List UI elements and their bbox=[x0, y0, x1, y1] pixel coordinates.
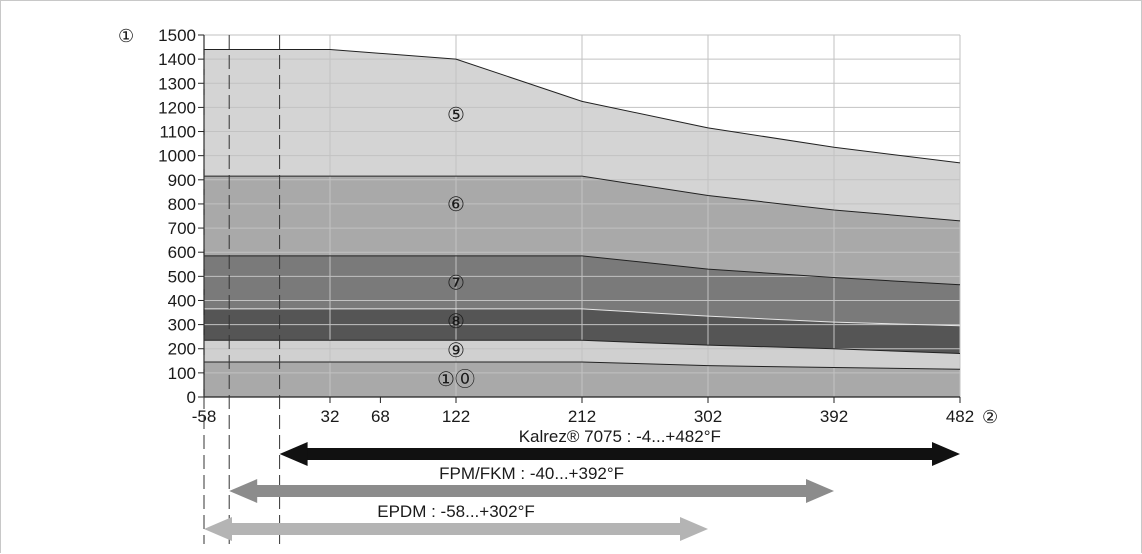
boundary-line-6 bbox=[204, 361, 961, 370]
y-tick-label-6: 600 bbox=[168, 243, 196, 262]
boundary-line-4 bbox=[204, 308, 961, 327]
y-tick-label-1: 100 bbox=[168, 364, 196, 383]
range-label-0: Kalrez® 7075 : -4...+482°F bbox=[519, 427, 721, 446]
x-tick-label-1: 32 bbox=[321, 407, 340, 426]
region-label-3: ⑦ bbox=[447, 272, 465, 294]
boundary-line-1 bbox=[204, 48, 961, 164]
y-tick-label-15: 1500 bbox=[158, 26, 196, 45]
y-tick-label-5: 500 bbox=[168, 267, 196, 286]
range-shaft-1 bbox=[255, 485, 808, 497]
range-head-left-2 bbox=[204, 517, 232, 541]
y-tick-label-10: 1000 bbox=[158, 147, 196, 166]
boundary-line-2 bbox=[204, 175, 961, 222]
region-label-1: ⑤ bbox=[447, 105, 465, 127]
x-tick-label-4: 212 bbox=[568, 407, 596, 426]
x-tick-label-7: 482 bbox=[946, 407, 974, 426]
range-shaft-0 bbox=[305, 448, 935, 460]
y-tick-label-11: 1100 bbox=[159, 123, 196, 142]
boundary-line-3 bbox=[204, 255, 961, 286]
boundary-lines bbox=[204, 48, 961, 370]
dashed-limit-lines bbox=[203, 35, 281, 544]
y-tick-label-2: 200 bbox=[168, 340, 196, 359]
range-head-left-0 bbox=[279, 442, 308, 466]
y-tick-label-9: 900 bbox=[168, 171, 196, 190]
range-head-left-1 bbox=[229, 479, 258, 503]
range-label-1: FPM/FKM : -40...+392°F bbox=[439, 464, 624, 483]
range-head-right-1 bbox=[806, 479, 834, 503]
x-tick-label-3: 122 bbox=[442, 407, 470, 426]
y-tick-label-8: 800 bbox=[168, 195, 196, 214]
y-tick-label-3: 300 bbox=[168, 316, 196, 335]
region-label-4: ⑧ bbox=[447, 311, 465, 333]
range-head-right-0 bbox=[932, 442, 960, 466]
region-labels: ⑤ ⑥ ⑦ ⑧ ⑨ ①⓪ bbox=[437, 105, 475, 391]
y-axis-marker: ① bbox=[118, 26, 134, 46]
range-label-2: EPDM : -58...+302°F bbox=[377, 502, 535, 521]
y-tick-label-4: 400 bbox=[168, 291, 196, 310]
x-tick-label-2: 68 bbox=[371, 407, 390, 426]
region-label-6: ①⓪ bbox=[437, 368, 475, 391]
range-shaft-2 bbox=[230, 523, 682, 535]
x-tick-label-5: 302 bbox=[694, 407, 722, 426]
range-head-right-2 bbox=[680, 517, 708, 541]
y-tick-label-13: 1300 bbox=[158, 74, 196, 93]
boundary-line-5 bbox=[204, 339, 961, 355]
y-tick-label-14: 1400 bbox=[158, 50, 196, 69]
y-tick-label-12: 1200 bbox=[158, 98, 196, 117]
y-tick-label-0: 0 bbox=[187, 388, 196, 407]
region-label-5: ⑨ bbox=[447, 340, 465, 362]
y-tick-label-7: 700 bbox=[168, 219, 196, 238]
region-label-2: ⑥ bbox=[447, 194, 465, 216]
x-axis-marker: ② bbox=[982, 407, 998, 427]
temperature-range-arrows: Kalrez® 7075 : -4...+482°F FPM/FKM : -40.… bbox=[204, 427, 960, 541]
x-tick-label-6: 392 bbox=[820, 407, 848, 426]
